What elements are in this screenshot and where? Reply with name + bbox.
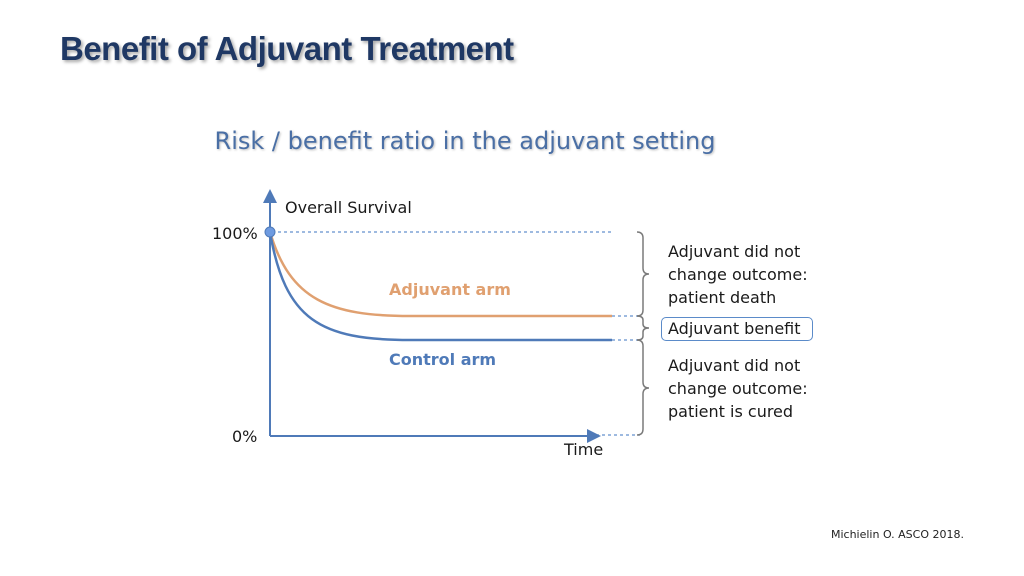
annotation-top-line-3: patient death <box>668 288 777 307</box>
brace-middle <box>636 315 650 341</box>
annotation-bottom-line-1: Adjuvant did not <box>668 356 801 375</box>
annotation-bottom-line-3: patient is cured <box>668 402 794 421</box>
x-axis-label: Time <box>564 440 604 459</box>
origin-dot <box>264 226 276 238</box>
annotation-top-line-1: Adjuvant did not <box>668 242 801 261</box>
brace-bottom <box>636 339 650 436</box>
annotation-bottom-line-2: change outcome: <box>668 379 808 398</box>
slide-subtitle: Risk / benefit ratio in the adjuvant set… <box>214 127 716 155</box>
citation: Michielin O. ASCO 2018. <box>830 528 964 541</box>
control-arm-curve <box>268 231 612 342</box>
adjuvant-arm-curve <box>268 231 612 318</box>
y-tick-100: 100% <box>212 224 258 243</box>
y-tick-0: 0% <box>232 427 258 446</box>
brace-top <box>636 231 650 317</box>
y-axis-label: Overall Survival <box>285 198 412 217</box>
annotation-middle: Adjuvant benefit <box>668 319 801 338</box>
annotation-top-line-2: change outcome: <box>668 265 808 284</box>
adjuvant-arm-label: Adjuvant arm <box>389 280 511 299</box>
adjuvant-benefit-box <box>661 317 813 341</box>
control-arm-label: Control arm <box>389 350 497 369</box>
slide-title: Benefit of Adjuvant Treatment <box>60 30 514 67</box>
